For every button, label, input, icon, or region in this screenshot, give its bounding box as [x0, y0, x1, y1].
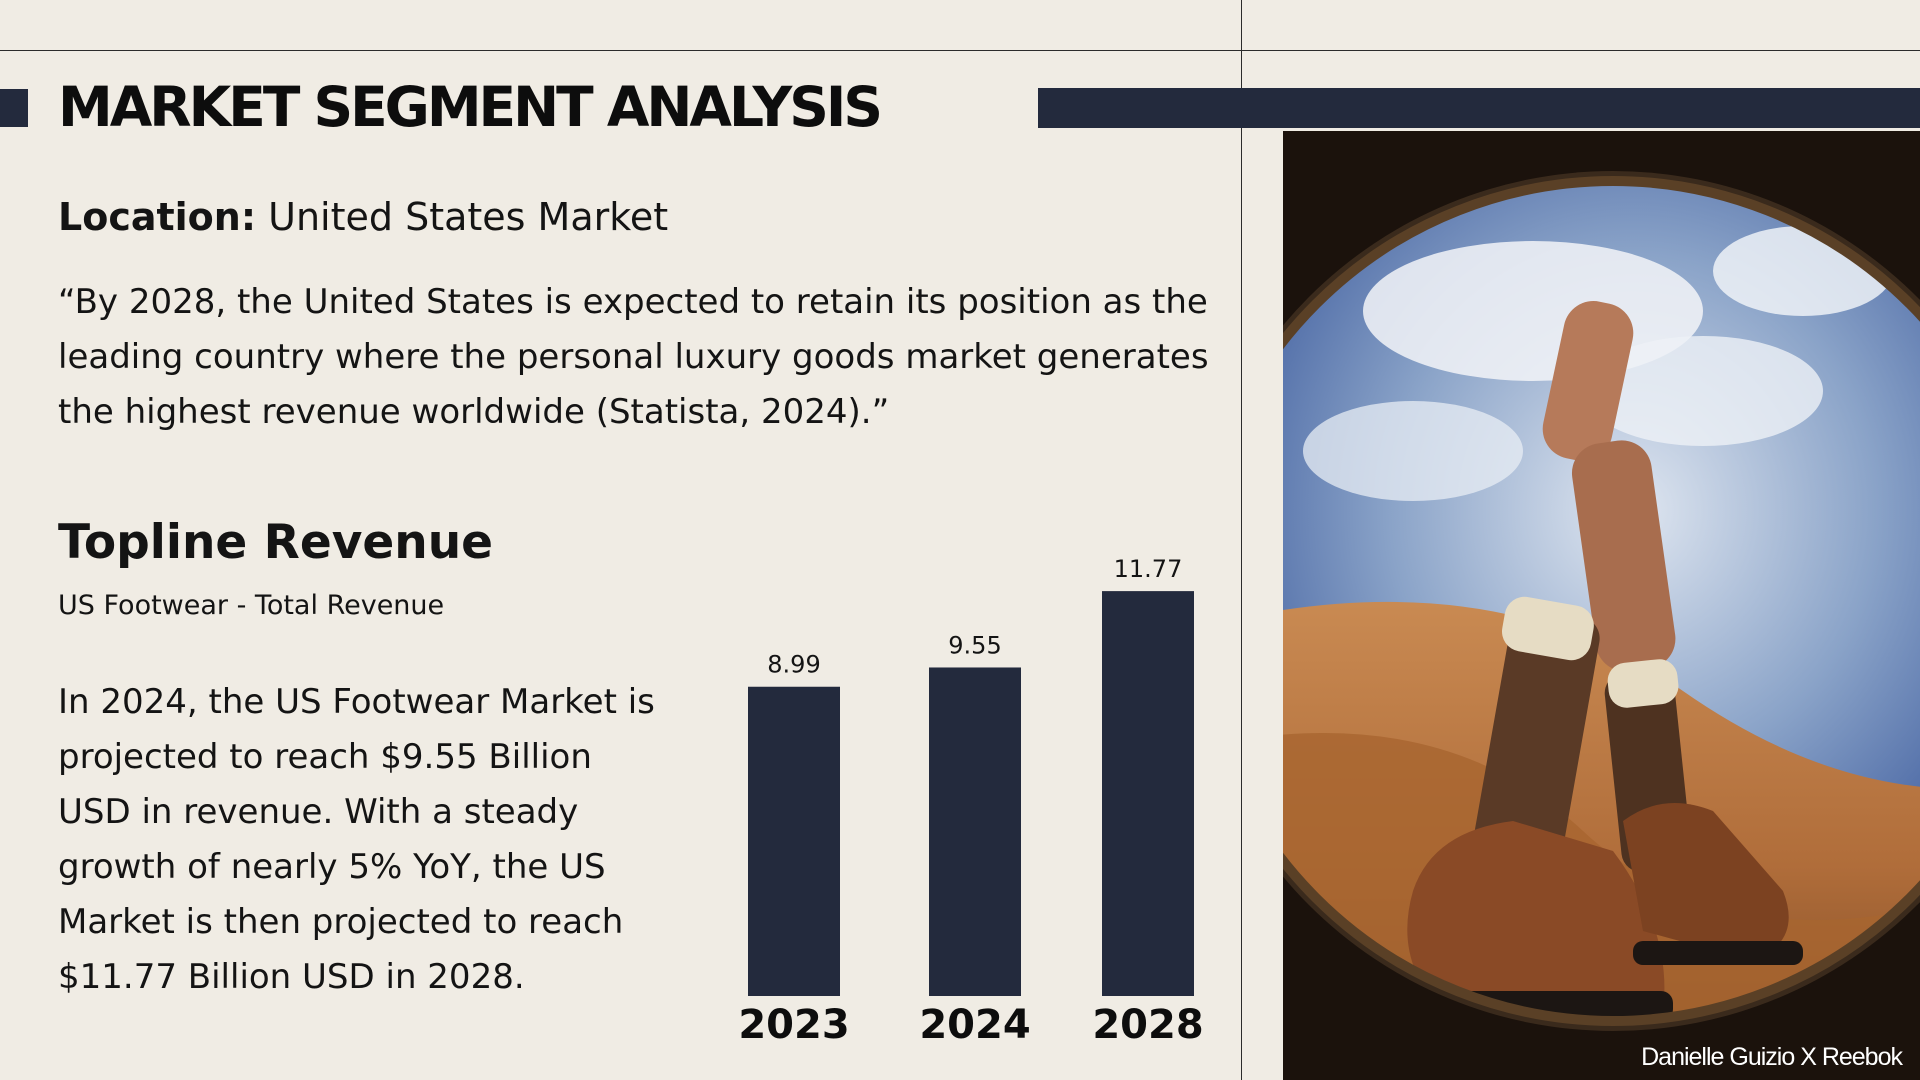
- value-label-2023: 8.99: [767, 651, 820, 679]
- location-value: United States Market: [268, 195, 669, 239]
- section-title: Topline Revenue: [58, 515, 494, 570]
- slide-title: MARKET SEGMENT ANALYSIS: [58, 75, 883, 139]
- category-label-2028: 2028: [1092, 1002, 1203, 1048]
- photo-credit: Danielle Guizio X Reebok: [1641, 1043, 1903, 1071]
- value-label-2024: 9.55: [948, 631, 1001, 659]
- campaign-photo: Danielle Guizio X Reebok: [1283, 131, 1920, 1080]
- market-quote: “By 2028, the United States is expected …: [58, 282, 1209, 432]
- title-accent-bar-left: [0, 89, 28, 127]
- fisheye-boots-photo: [1283, 131, 1920, 1080]
- bar-2024: [929, 667, 1021, 996]
- location-label: Location:: [58, 195, 257, 239]
- bar-2023: [748, 686, 840, 996]
- section-subtitle: US Footwear - Total Revenue: [58, 590, 445, 621]
- value-label-2028: 11.77: [1114, 555, 1183, 583]
- top-divider-line: [0, 50, 1920, 51]
- location-line: Location: United States Market: [58, 193, 668, 241]
- revenue-description: In 2024, the US Footwear Market is proje…: [58, 682, 655, 997]
- vertical-divider-line: [1241, 0, 1242, 1080]
- bar-2028: [1102, 591, 1194, 996]
- category-label-2023: 2023: [738, 1002, 849, 1048]
- title-accent-bar-right: [1038, 88, 1920, 128]
- revenue-bar-chart: 8.99 2023 9.55 2024 11.77 2028: [738, 555, 1203, 1048]
- category-label-2024: 2024: [919, 1002, 1030, 1048]
